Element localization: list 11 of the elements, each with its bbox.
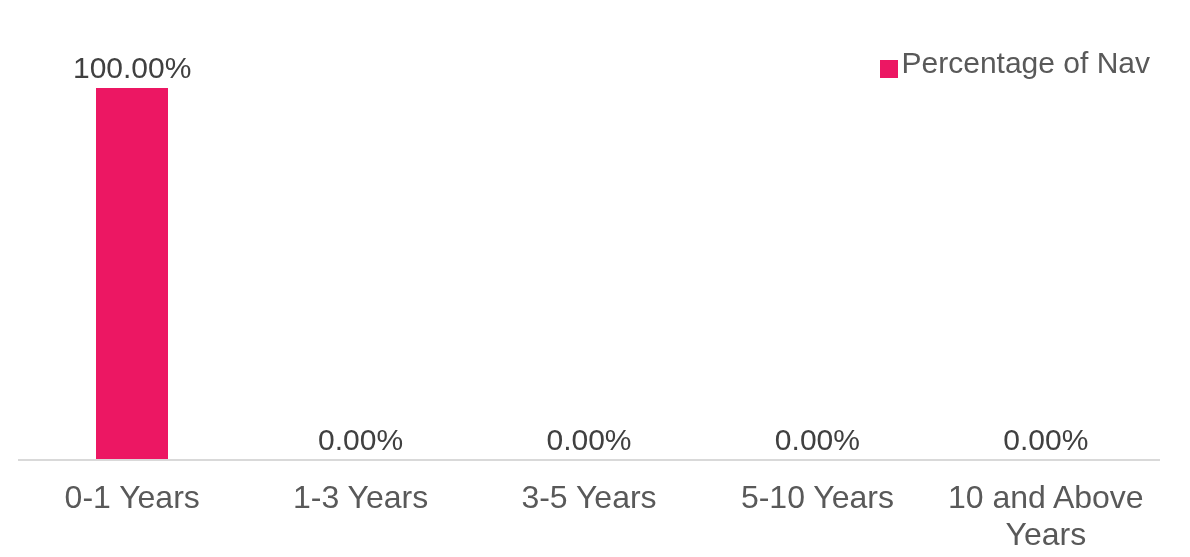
x-tick-label: 0-1 Years — [64, 479, 200, 515]
data-label: 100.00% — [72, 51, 192, 84]
x-tick-label: 1-3 Years — [292, 479, 429, 515]
legend-label: Percentage of Nav — [901, 46, 1150, 79]
x-tick-label: 5-10 Years — [740, 479, 894, 515]
x-tick-label: 10 and Above Years — [947, 479, 1144, 552]
data-label: 0.00% — [546, 423, 632, 456]
x-tick-label: 3-5 Years — [521, 479, 657, 515]
data-label: 0.00% — [1003, 423, 1089, 456]
data-label: 0.00% — [318, 423, 404, 456]
data-label: 0.00% — [774, 423, 860, 456]
